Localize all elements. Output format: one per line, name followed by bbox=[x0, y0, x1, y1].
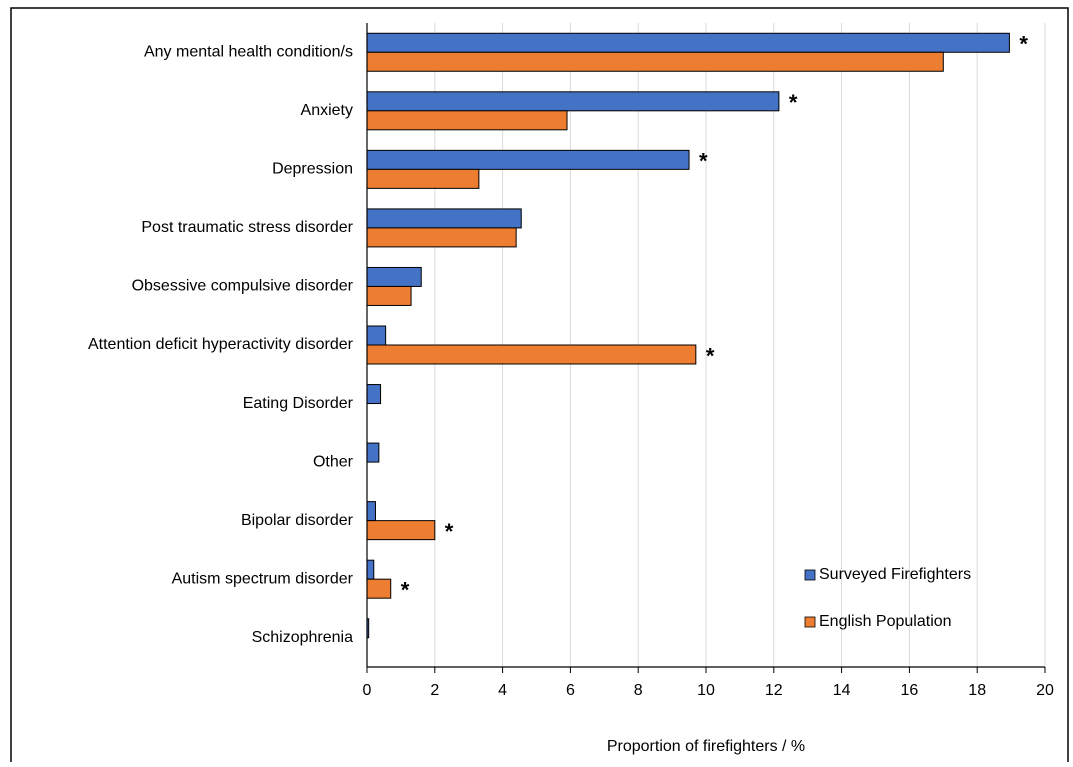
x-tick-label: 6 bbox=[566, 682, 575, 699]
x-tick-label: 8 bbox=[634, 682, 643, 699]
x-tick-label: 14 bbox=[833, 682, 851, 699]
legend-label: English Population bbox=[819, 613, 952, 630]
bar bbox=[366, 501, 376, 522]
y-tick-label: Post traumatic stress disorder bbox=[141, 219, 353, 236]
y-tick-label: Anxiety bbox=[301, 102, 353, 119]
x-tick-label: 10 bbox=[697, 682, 715, 699]
x-tick-label: 16 bbox=[901, 682, 919, 699]
bar bbox=[366, 110, 568, 131]
y-tick-label: Eating Disorder bbox=[243, 395, 354, 412]
x-tick-label: 18 bbox=[968, 682, 986, 699]
significance-mark: * bbox=[445, 519, 454, 544]
significance-mark: * bbox=[699, 149, 708, 174]
x-tick-label: 0 bbox=[363, 682, 372, 699]
significance-mark: * bbox=[401, 577, 410, 602]
legend-swatch bbox=[804, 616, 816, 628]
y-tick-label: Schizophrenia bbox=[252, 629, 354, 646]
bar bbox=[366, 285, 412, 306]
y-tick-label: Other bbox=[313, 453, 354, 470]
y-tick-label: Depression bbox=[272, 161, 353, 178]
chart-frame bbox=[10, 7, 1069, 767]
bar bbox=[366, 91, 780, 112]
x-tick-label: 20 bbox=[1036, 682, 1054, 699]
bar bbox=[366, 227, 517, 248]
bar bbox=[366, 578, 392, 599]
x-tick-label: 4 bbox=[498, 682, 507, 699]
bar bbox=[366, 32, 1010, 53]
y-tick-label: Bipolar disorder bbox=[241, 512, 354, 529]
bar bbox=[366, 149, 690, 170]
bar bbox=[366, 208, 522, 229]
legend-swatch bbox=[804, 569, 816, 581]
legend-label: Surveyed Firefighters bbox=[819, 566, 971, 583]
bar bbox=[366, 520, 436, 541]
bar bbox=[366, 384, 382, 405]
bar bbox=[366, 325, 387, 346]
x-tick-label: 2 bbox=[430, 682, 439, 699]
bar bbox=[366, 266, 422, 287]
y-tick-label: Obsessive compulsive disorder bbox=[132, 278, 354, 295]
significance-mark: * bbox=[789, 90, 798, 115]
x-tick-label: 12 bbox=[765, 682, 783, 699]
y-tick-label: Attention deficit hyperactivity disorder bbox=[88, 336, 354, 353]
bar bbox=[366, 442, 380, 463]
significance-mark: * bbox=[1019, 32, 1028, 57]
y-tick-label: Autism spectrum disorder bbox=[172, 570, 354, 587]
bar bbox=[366, 51, 944, 72]
bar bbox=[366, 168, 480, 189]
significance-mark: * bbox=[706, 343, 715, 368]
y-tick-label: Any mental health condition/s bbox=[144, 43, 353, 60]
bar bbox=[366, 344, 697, 365]
bar bbox=[366, 559, 375, 580]
x-axis-label: Proportion of firefighters / % bbox=[607, 738, 805, 755]
